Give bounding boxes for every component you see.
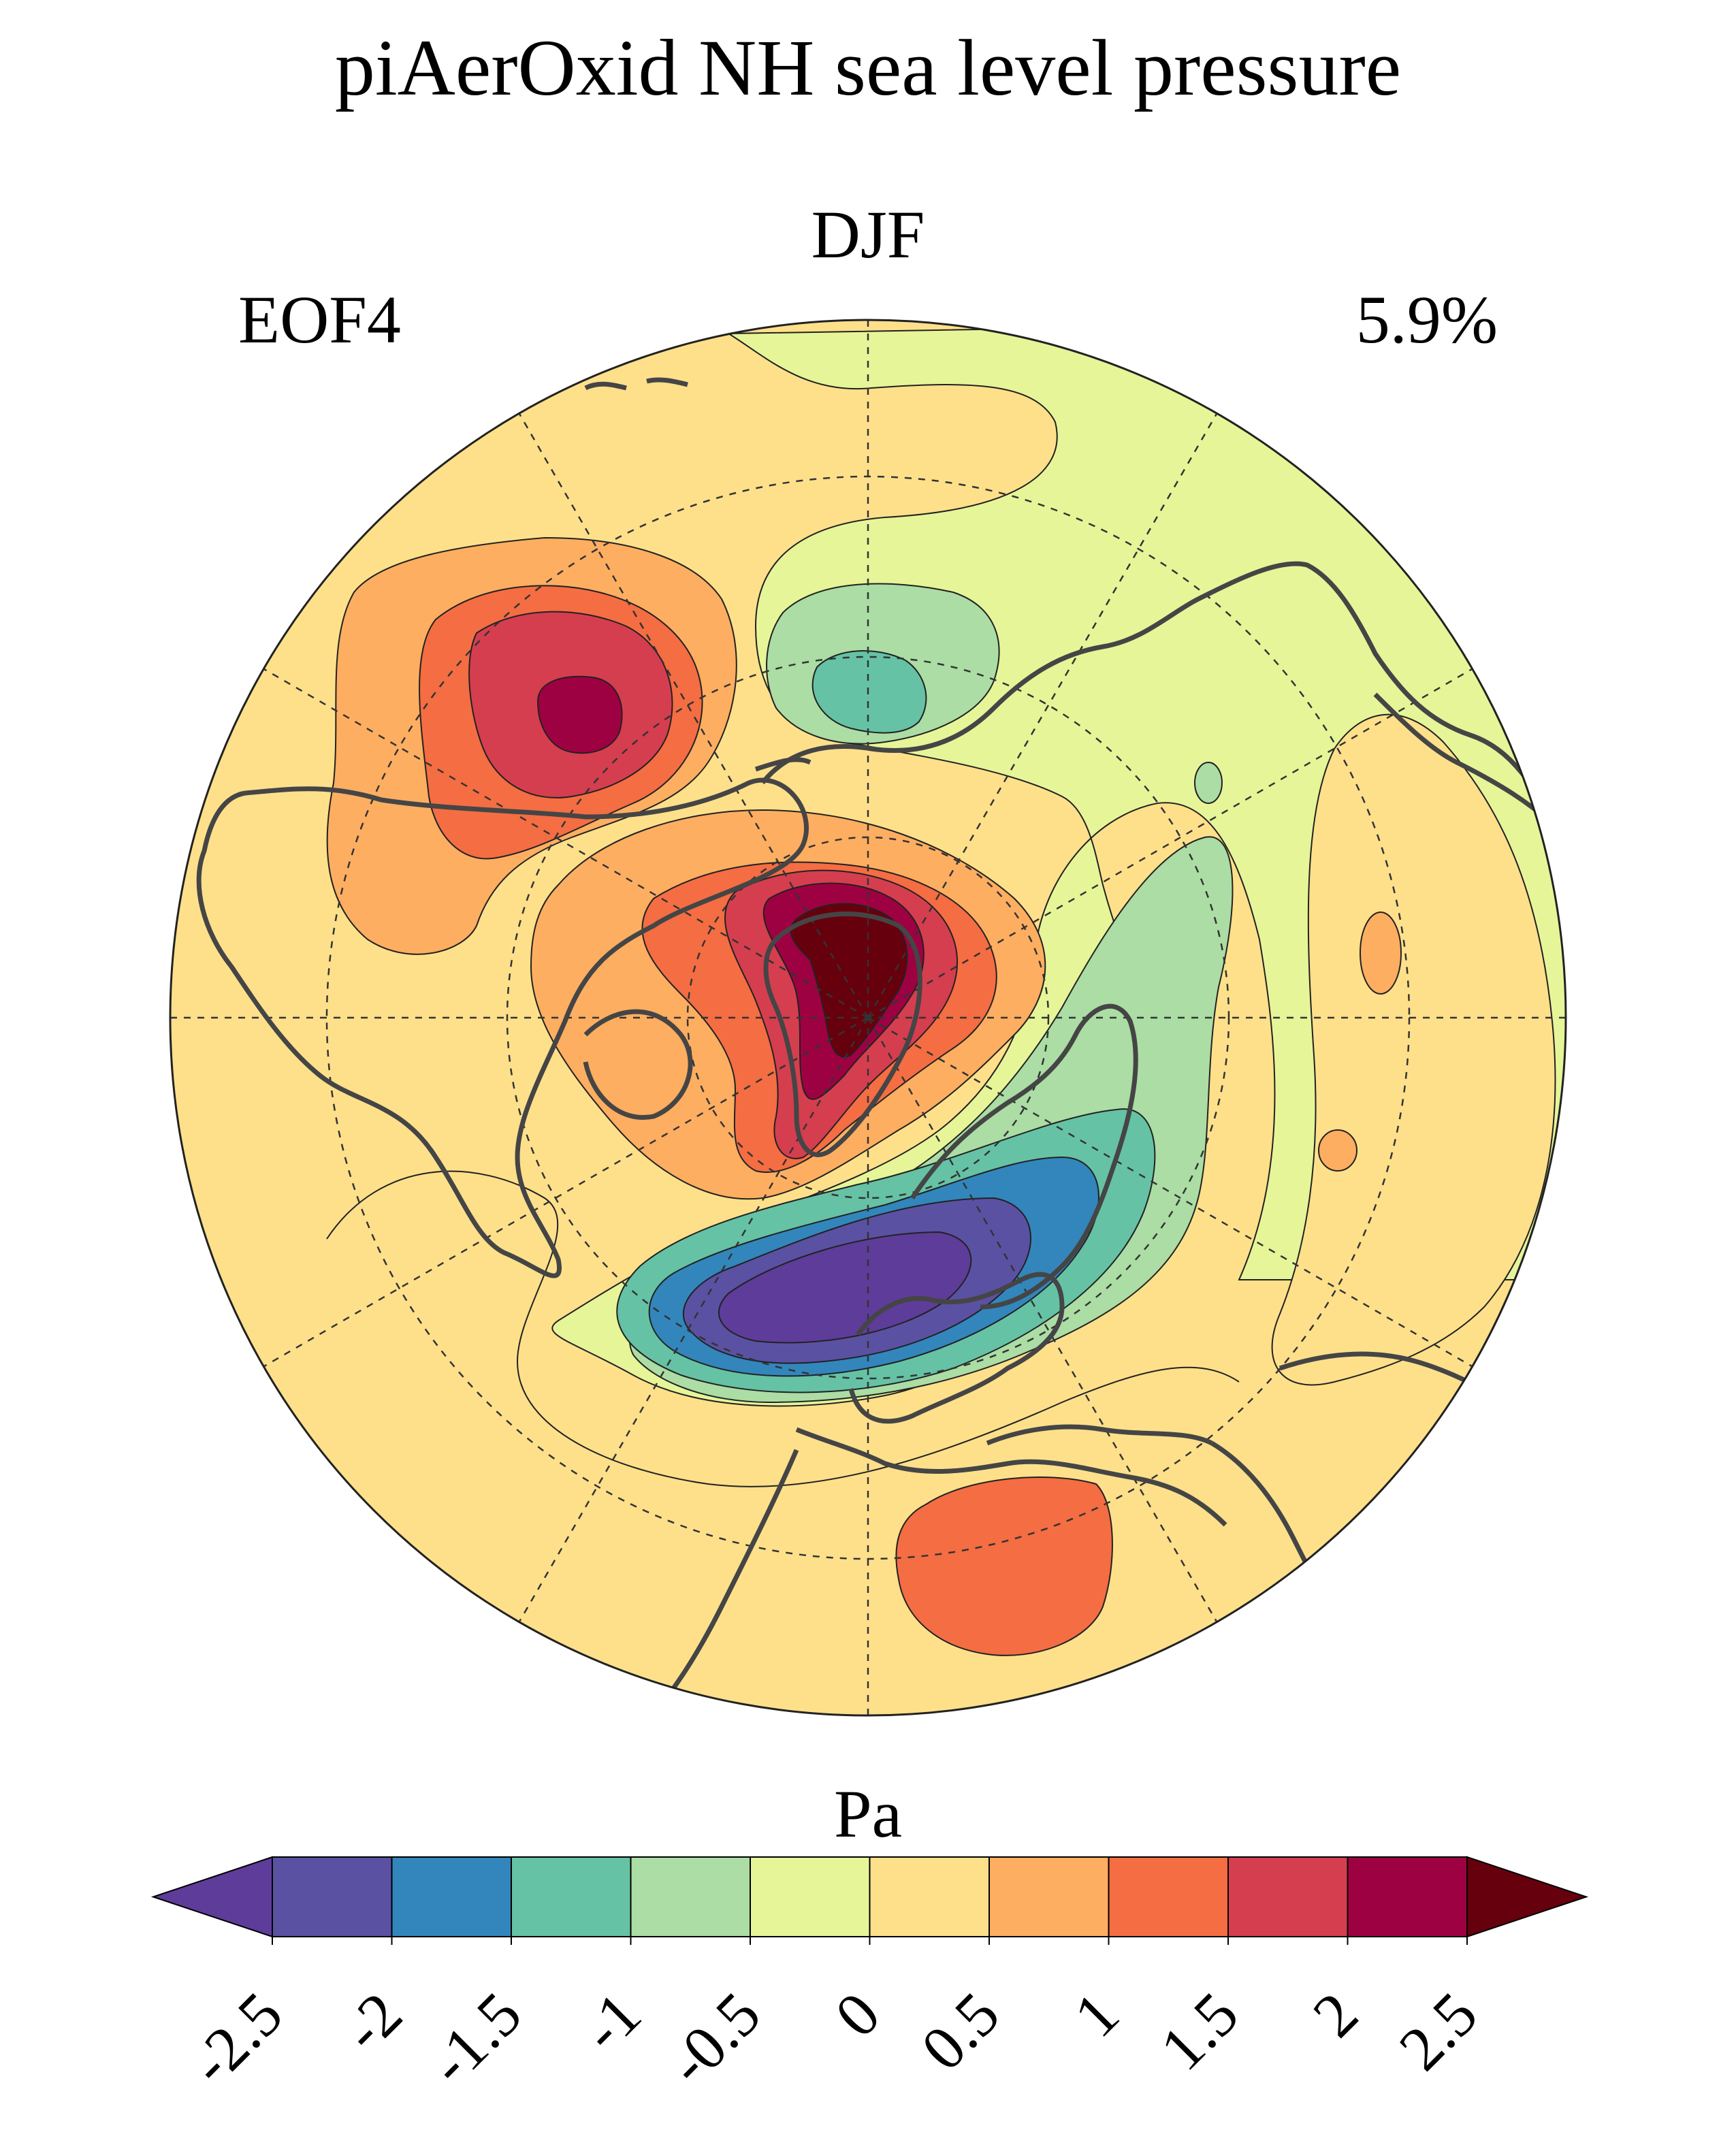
colorbar-box <box>1227 1856 1349 1937</box>
colorbar-box <box>869 1856 990 1937</box>
eof-mode-label: EOF4 <box>238 282 401 357</box>
colorbar-box <box>272 1856 393 1937</box>
contour-neg-2-5 <box>718 1231 972 1344</box>
coastline-alaska-islands <box>584 377 811 772</box>
colorbar-units-label: Pa <box>834 1776 902 1852</box>
contour-alaska-2 <box>536 675 623 754</box>
contour-center-2-5 <box>790 903 908 1058</box>
season-label: DJF <box>811 197 925 272</box>
coastline-europe <box>848 1272 1065 1424</box>
colorbar-tick-label: 2.5 <box>1386 1979 1490 2083</box>
colorbar-tick-label: 0.5 <box>908 1979 1012 2083</box>
colorbar-box <box>391 1856 512 1937</box>
variance-explained-label: 5.9% <box>1355 282 1498 357</box>
coastline-scandinavia <box>910 1003 1138 1310</box>
colorbar-tick-label: 2 <box>1300 1979 1371 2050</box>
coastline-greenland <box>763 911 922 1157</box>
colorbar-tick-label: -1 <box>568 1979 654 2065</box>
coastline-mediterranean <box>986 1424 1213 1446</box>
contour-region-right-yellow <box>1271 713 1556 1386</box>
colorbar-extend-min <box>150 1856 273 1938</box>
map-boundary <box>169 319 1567 1717</box>
coastlines <box>196 377 1561 1715</box>
coastline-eurasia-north <box>760 561 1555 832</box>
colorbar-tick-label: -2 <box>329 1979 415 2065</box>
contour-small-green <box>1194 762 1223 804</box>
colorbar-box <box>1108 1856 1229 1937</box>
colorbar-box <box>630 1856 751 1937</box>
colorbar-tick-label: 1.5 <box>1147 1979 1251 2083</box>
coastline-iberia-africa <box>795 1427 1227 1527</box>
coastline-north-america <box>196 777 809 1278</box>
colorbar-box <box>511 1856 632 1937</box>
latitude-circle-2 <box>506 656 1230 1380</box>
colorbar-tick-label: 0 <box>822 1979 893 2050</box>
contour-small-orange-1 <box>1360 911 1402 995</box>
colorbar: -2.5 -2 -1.5 -1 -0.5 0 0.5 1 1.5 2 2.5 <box>150 1856 1589 2098</box>
contour-small-orange-2 <box>1318 1129 1357 1172</box>
contour-pacific-neg-1-5 <box>811 650 927 734</box>
colorbar-extend-max <box>1466 1856 1589 1938</box>
contour-region-lower-orange <box>326 1170 1240 1487</box>
map-area <box>170 320 1566 1715</box>
colorbar-tick-label: -0.5 <box>654 1979 773 2098</box>
coastline-hudson <box>583 1009 693 1120</box>
colorbar-box <box>1347 1856 1468 1937</box>
colorbar-box <box>750 1856 871 1937</box>
graticule <box>170 320 1566 1715</box>
colorbar-box <box>988 1856 1110 1937</box>
contour-africa-1 <box>895 1477 1113 1656</box>
map-title: piAerOxid NH sea level pressure <box>334 23 1402 112</box>
colorbar-tick-label: -1.5 <box>415 1979 534 2098</box>
colorbar-tick-label: 1 <box>1061 1979 1132 2050</box>
colorbar-tick-label: -2.5 <box>176 1979 295 2098</box>
